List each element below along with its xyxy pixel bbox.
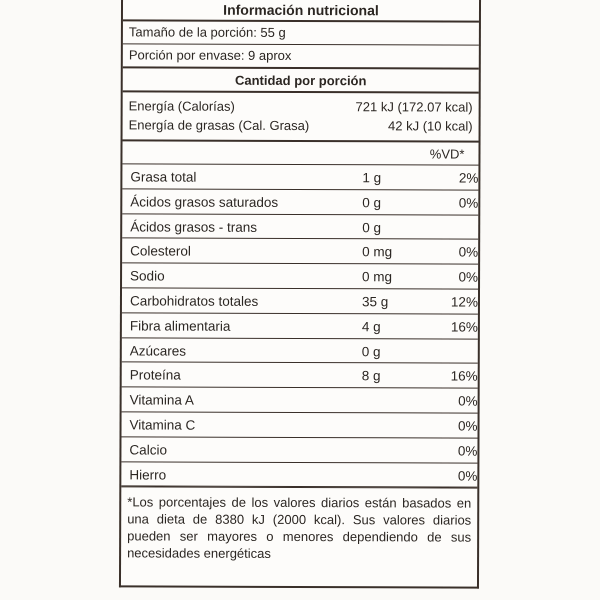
nutrition-label: Información nutricional Tamaño de la por… [118,0,482,589]
nutrient-amount: 1 g [362,170,382,186]
nutrient-name: Calcio [129,442,167,458]
nutrient-row: Grasa total 1 g 2% [122,164,479,191]
dv-header: %VD* [122,141,479,166]
nutrient-dv: 0% [457,443,478,459]
nutrient-amount: 0 mg [362,244,393,260]
nutrient-amount: 4 g [361,318,381,335]
nutrient-name: Proteína [129,367,181,383]
nutrient-dv [432,339,478,363]
nutrient-dv: 0% [458,195,479,211]
nutrient-name: Vitamina C [129,417,196,433]
nutrient-name: Grasa total [130,169,197,185]
label-title: Información nutricional [122,0,480,23]
nutrient-dv: 0% [458,269,479,285]
nutrient-amount [361,463,431,487]
nutrient-row: Vitamina C 0% [121,412,478,439]
energy-section: Energía (Calorías) 721 kJ (172.07 kcal) … [122,92,479,143]
nutrient-row: Hierro 0% [121,461,478,488]
servings-per-container: Porción por envase: 9 aprox [122,44,479,70]
energy-row: Energía (Calorías) 721 kJ (172.07 kcal) [129,96,473,116]
nutrient-name: Fibra alimentaria [129,318,231,334]
nutrient-dv: 0% [457,468,478,484]
nutrient-dv: 16% [450,319,478,335]
nutrient-dv: 16% [450,368,478,384]
nutrient-row: Proteína 8 g 16% [121,362,478,389]
nutrient-amount: 8 g [361,368,381,384]
nutrient-row: Sodio 0 mg 0% [122,263,479,290]
nutrient-name: Sodio [130,268,165,284]
energy-value: 721 kJ (172.07 kcal) [355,99,473,115]
nutrient-dv [432,215,478,239]
nutrient-dv: 0% [457,418,478,434]
nutrient-amount: 0 g [362,219,382,235]
energy-label: Energía (Calorías) [128,98,235,114]
nutrient-dv: 0% [458,393,478,409]
nutrient-row: Ácidos grasos - trans 0 g [122,213,479,241]
nutrient-row: Azúcares 0 g [121,337,478,364]
nutrient-name: Hierro [129,466,167,483]
fat-energy-value: 42 kJ (10 kcal) [388,118,473,134]
amount-header: Cantidad por porción [122,68,479,94]
nutrient-amount: 0 g [362,195,382,211]
nutrient-amount [361,438,431,462]
nutrient-name: Carbohidratos totales [129,293,259,309]
nutrient-dv: 12% [450,294,478,310]
nutrient-name: Vitamina A [129,392,194,408]
nutrient-name: Ácidos grasos saturados [130,194,279,210]
nutrient-row: Vitamina A 0% [121,387,478,414]
nutrient-name: Azúcares [129,342,187,359]
nutrient-name: Colesterol [130,243,191,260]
nutrient-amount [362,388,432,412]
nutrient-row: Carbohidratos totales 35 g 12% [121,288,479,315]
nutrient-row: Ácidos grasos saturados 0 g 0% [122,189,479,216]
nutrient-amount: 35 g [361,294,389,310]
nutrient-row: Fibra alimentaria 4 g 16% [121,313,478,340]
nutrient-amount [361,413,431,437]
nutrient-row: Calcio 0% [121,437,478,464]
nutrient-amount: 0 mg [362,269,393,285]
fat-energy-label: Energía de grasas (Cal. Grasa) [128,117,310,134]
fat-energy-row: Energía de grasas (Cal. Grasa) 42 kJ (10… [129,115,473,135]
nutrient-dv: 2% [458,170,479,186]
nutrient-amount: 0 g [361,343,381,359]
nutrient-dv: 0% [458,244,479,261]
footnote: *Los porcentajes de los valores diarios … [121,486,478,569]
serving-size: Tamaño de la porción: 55 g [122,21,479,46]
nutrient-row: Colesterol 0 mg 0% [122,238,479,265]
nutrient-table: Grasa total 1 g 2% Ácidos grasos saturados 0… [121,164,479,488]
nutrient-name: Ácidos grasos - trans [130,219,258,235]
